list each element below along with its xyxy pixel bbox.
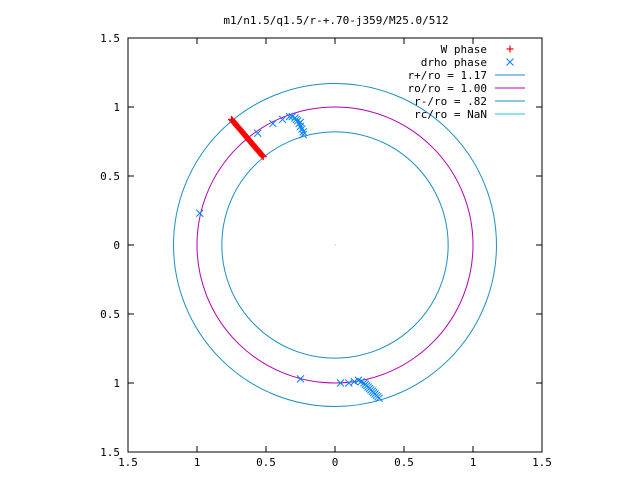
y-tick-label: 1.5: [100, 32, 120, 45]
drho-phase-point-b: [299, 130, 308, 139]
drho-phase-point-b: [296, 118, 305, 127]
drho-phase-point: [357, 377, 366, 386]
drho-phase-point: [296, 375, 305, 383]
drho-phase-point-b: [350, 377, 359, 386]
drho-phase-point: [336, 379, 345, 387]
drho-phase-point: [253, 129, 262, 138]
drho-phase-point-b: [357, 377, 366, 386]
x-tick-label: 0: [332, 456, 339, 469]
drho-phase-point: [350, 377, 359, 386]
circles-layer: [173, 83, 497, 407]
drho-phase-point-b: [269, 119, 277, 128]
points-layer: [195, 112, 384, 403]
legend-sample-plus: [506, 45, 514, 53]
drho-phase-point: [296, 118, 305, 127]
y-tick-label: 1.5: [100, 446, 120, 459]
x-tick-label: 1: [470, 456, 477, 469]
y-tick-label: 1: [113, 377, 120, 390]
w-phase-point: [258, 152, 266, 160]
drho-phase-point-b: [296, 375, 305, 383]
drho-phase-point-b: [354, 376, 363, 385]
drho-phase-point-b: [344, 379, 353, 387]
legend-sample-cross: [506, 58, 514, 66]
drho-phase-point-b: [195, 209, 204, 218]
x-tick-label: 1.5: [532, 456, 552, 469]
y-tick-label: 1: [113, 101, 120, 114]
drho-phase-point: [375, 394, 384, 403]
drho-phase-point: [299, 130, 308, 139]
chart-title: m1/n1.5/q1.5/r-+.70-j359/M25.0/512: [223, 14, 448, 27]
legend-cross-b: [506, 58, 514, 66]
drho-phase-point-b: [253, 129, 262, 138]
drho-phase-point-b: [336, 379, 345, 387]
drho-phase-point-b: [375, 394, 384, 403]
circle-r-ro: [173, 83, 497, 407]
x-tick-label: 0.5: [394, 456, 414, 469]
x-tick-label: 1.5: [118, 456, 138, 469]
drho-phase-point: [299, 127, 308, 136]
drho-phase-point: [278, 115, 287, 124]
drho-phase-point-b: [299, 127, 308, 136]
drho-phase-point-b: [293, 116, 302, 125]
y-tick-label: 0.5: [100, 308, 120, 321]
legend-label: ro/ro = 1.00: [408, 82, 487, 95]
legend-label: rc/ro = NaN: [414, 108, 487, 121]
legend-label: r-/ro = .82: [414, 95, 487, 108]
origin-dot: [334, 244, 336, 246]
legend-label: r+/ro = 1.17: [408, 69, 487, 82]
axes-layer: 1.5 1 0.5 0 0.5 1 1.51.510.500.511.5: [100, 32, 552, 469]
circle-r-ro: [221, 131, 449, 359]
y-tick-label: 0: [113, 239, 120, 252]
y-tick-label: 0.5: [100, 170, 120, 183]
legend-label: drho phase: [421, 56, 487, 69]
drho-phase-point-b: [278, 115, 287, 124]
x-tick-label: 0.5: [256, 456, 276, 469]
x-tick-label: 1: [194, 456, 201, 469]
drho-phase-point-b: [288, 112, 297, 121]
drho-phase-point: [195, 209, 204, 218]
legend-label: W phase: [441, 43, 487, 56]
w-phase-point: [259, 153, 267, 161]
drho-phase-point: [269, 119, 277, 128]
circle-ro-ro: [196, 106, 474, 384]
